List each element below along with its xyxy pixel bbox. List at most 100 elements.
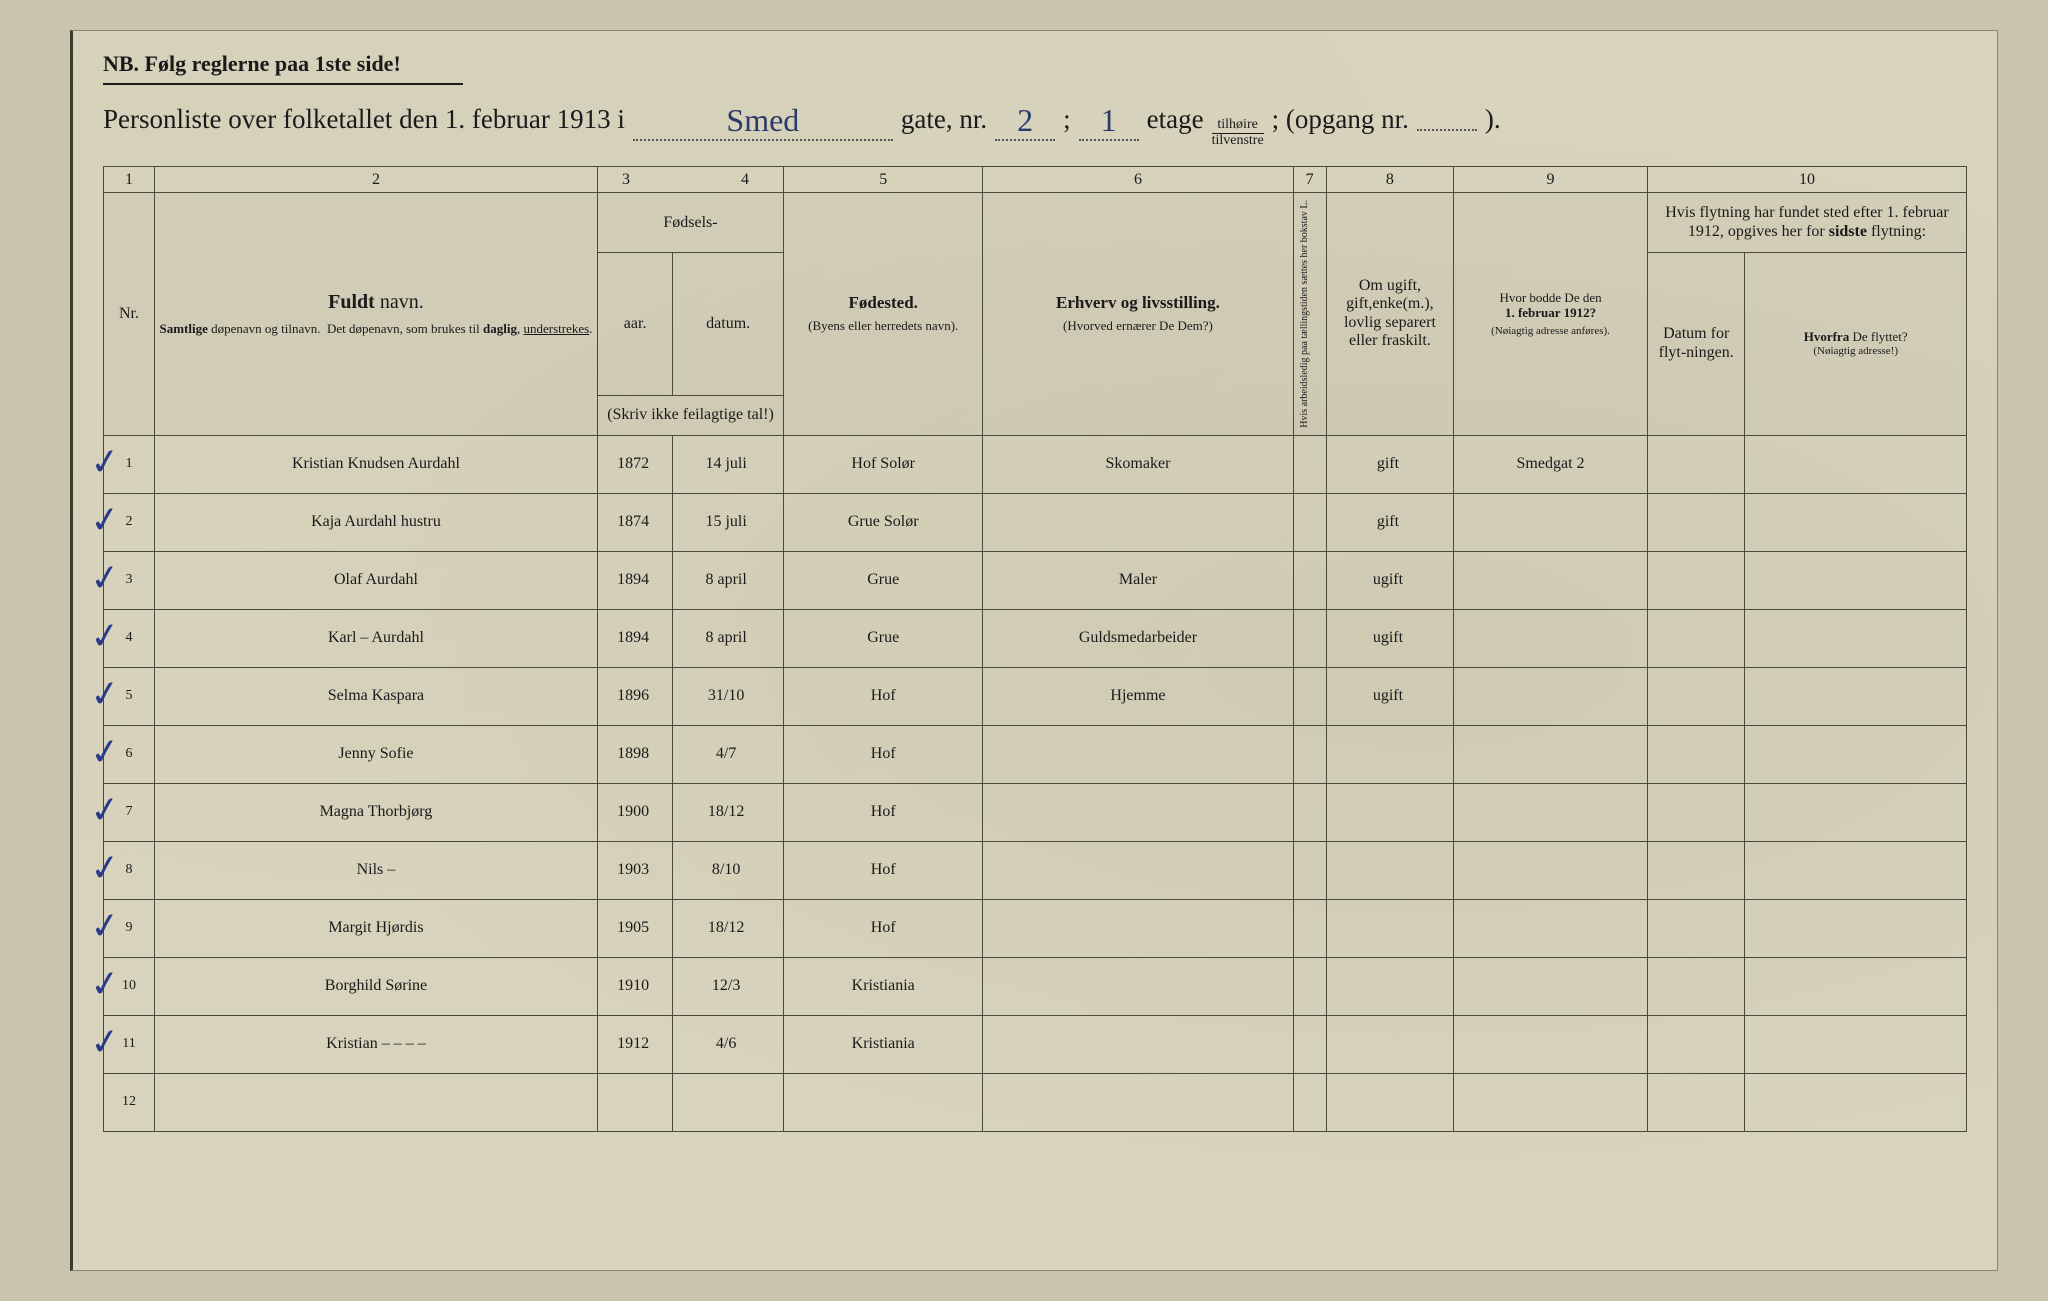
cell-year: 1905: [597, 899, 672, 957]
table-row: ✓3Olaf Aurdahl18948 aprilGrueMalerugift: [104, 551, 1967, 609]
cell-col7: [1293, 1015, 1326, 1073]
cell-year: 1900: [597, 783, 672, 841]
checkmark-icon: ✓: [88, 558, 123, 598]
hdr-name-rest: navn.: [375, 291, 424, 313]
row-number: 2: [125, 514, 132, 529]
hdr-fodested-sub: (Byens eller herredets navn).: [788, 319, 978, 334]
hdr-col7: Hvis arbeidsledig paa tællingstiden sætt…: [1293, 193, 1326, 436]
cell-moved-date: [1647, 841, 1744, 899]
colnum-4: 4: [741, 171, 749, 189]
cell-birthplace: Hof: [784, 899, 983, 957]
header-row-1: Nr. Fuldt navn. Samtlige døpenavn og til…: [104, 193, 1967, 253]
cell-addr1912: [1454, 1015, 1648, 1073]
cell-marital: ugift: [1326, 609, 1453, 667]
cell-birthplace: Hof: [784, 841, 983, 899]
cell-addr1912: [1454, 841, 1648, 899]
hdr-col8: Om ugift, gift,enke(m.), lovlig separert…: [1326, 193, 1453, 436]
hdr-col9-a: Hvor bodde De den: [1458, 291, 1643, 306]
table-row: ✓5Selma Kaspara189631/10HofHjemmeugift: [104, 667, 1967, 725]
cell-col7: [1293, 609, 1326, 667]
checkmark-icon: ✓: [88, 790, 123, 830]
checkmark-icon: ✓: [88, 674, 123, 714]
cell-nr: ✓6: [104, 725, 155, 783]
cell-birthplace: Grue: [784, 609, 983, 667]
hdr-col9-b: 1. februar 1912?: [1458, 306, 1643, 321]
hdr-col9-sub: (Nøiagtig adresse anføres).: [1458, 325, 1643, 337]
opgang-label: ; (opgang nr.: [1272, 104, 1409, 135]
hdr-datum: datum.: [673, 253, 784, 396]
checkmark-icon: ✓: [88, 906, 123, 946]
cell-moved-from: [1745, 551, 1967, 609]
cell-year: 1910: [597, 957, 672, 1015]
checkmark-icon: ✓: [88, 616, 123, 656]
cell-col7: [1293, 783, 1326, 841]
cell-addr1912: [1454, 609, 1648, 667]
cell-col7: [1293, 841, 1326, 899]
cell-year: 1874: [597, 493, 672, 551]
hdr-nr: Nr.: [104, 193, 155, 436]
cell-year: 1898: [597, 725, 672, 783]
cell-nr: 12: [104, 1073, 155, 1131]
cell-occupation: [983, 1073, 1293, 1131]
cell-moved-date: [1647, 899, 1744, 957]
cell-occupation: [983, 899, 1293, 957]
cell-col7: [1293, 493, 1326, 551]
hdr-erhverv: Erhverv og livsstilling. (Hvorved ernære…: [983, 193, 1293, 436]
table-row: ✓11Kristian – – – –19124/6Kristiania: [104, 1015, 1967, 1073]
cell-col7: [1293, 899, 1326, 957]
row-number: 1: [125, 456, 132, 471]
row-number: 5: [125, 688, 132, 703]
cell-moved-from: [1745, 435, 1967, 493]
row-number: 8: [125, 862, 132, 877]
hdr-col9: Hvor bodde De den 1. februar 1912? (Nøia…: [1454, 193, 1648, 436]
table-row: ✓1Kristian Knudsen Aurdahl187214 juliHof…: [104, 435, 1967, 493]
cell-date: 8/10: [673, 841, 784, 899]
cell-nr: ✓2: [104, 493, 155, 551]
table-row: ✓9Margit Hjørdis190518/12Hof: [104, 899, 1967, 957]
row-number: 3: [125, 572, 132, 587]
cell-nr: ✓9: [104, 899, 155, 957]
cell-date: 18/12: [673, 783, 784, 841]
row-number: 9: [125, 920, 132, 935]
cell-name: [154, 1073, 597, 1131]
cell-year: [597, 1073, 672, 1131]
row-number: 4: [125, 630, 132, 645]
cell-nr: ✓10: [104, 957, 155, 1015]
cell-col7: [1293, 551, 1326, 609]
cell-marital: [1326, 957, 1453, 1015]
cell-date: 14 juli: [673, 435, 784, 493]
cell-addr1912: [1454, 667, 1648, 725]
cell-date: 18/12: [673, 899, 784, 957]
hdr-col10a: Datum for flyt-ningen.: [1647, 253, 1744, 436]
cell-marital: [1326, 1015, 1453, 1073]
cell-name: Borghild Sørine: [154, 957, 597, 1015]
checkmark-icon: ✓: [88, 442, 123, 482]
title-line: Personliste over folketallet den 1. febr…: [103, 99, 1967, 148]
table-row: ✓8Nils –19038/10Hof: [104, 841, 1967, 899]
cell-moved-from: [1745, 1015, 1967, 1073]
cell-year: 1872: [597, 435, 672, 493]
colnum-6: 6: [983, 167, 1293, 193]
colnum-7: 7: [1293, 167, 1326, 193]
cell-date: 12/3: [673, 957, 784, 1015]
table-row: ✓7Magna Thorbjørg190018/12Hof: [104, 783, 1967, 841]
cell-occupation: [983, 841, 1293, 899]
cell-name: Kaja Aurdahl hustru: [154, 493, 597, 551]
cell-occupation: [983, 493, 1293, 551]
colnum-10: 10: [1647, 167, 1966, 193]
cell-marital: [1326, 841, 1453, 899]
cell-occupation: Hjemme: [983, 667, 1293, 725]
row-number: 10: [122, 978, 136, 993]
cell-date: [673, 1073, 784, 1131]
cell-moved-date: [1647, 667, 1744, 725]
cell-moved-from: [1745, 493, 1967, 551]
hdr-col10b: Hvorfra De flyttet? (Nøiagtig adresse!): [1745, 253, 1967, 436]
cell-name: Kristian – – – –: [154, 1015, 597, 1073]
cell-birthplace: Kristiania: [784, 957, 983, 1015]
cell-addr1912: [1454, 551, 1648, 609]
cell-nr: ✓3: [104, 551, 155, 609]
cell-nr: ✓7: [104, 783, 155, 841]
cell-moved-date: [1647, 957, 1744, 1015]
gate-label: gate, nr.: [901, 104, 987, 135]
cell-occupation: Guldsmedarbeider: [983, 609, 1293, 667]
